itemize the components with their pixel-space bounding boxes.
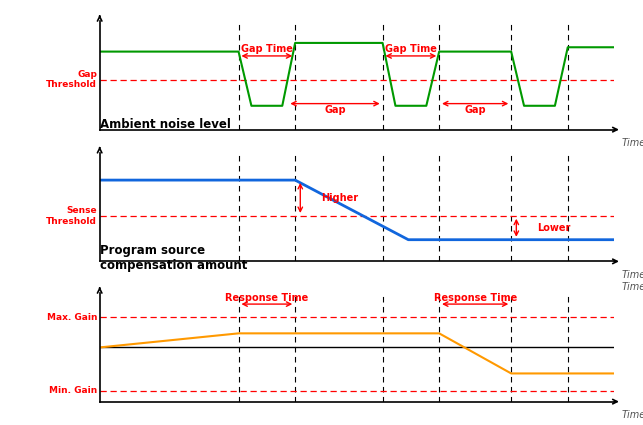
Text: Time: Time	[622, 270, 643, 280]
Text: Time: Time	[622, 138, 643, 148]
Text: Higher: Higher	[321, 193, 358, 203]
Text: Gap
Threshold: Gap Threshold	[46, 70, 97, 90]
Text: Program source
compensation amount: Program source compensation amount	[100, 244, 247, 272]
Text: Lower: Lower	[537, 223, 570, 233]
Text: Gap: Gap	[464, 105, 486, 115]
Text: Gap Time: Gap Time	[385, 45, 437, 54]
Text: Response Time: Response Time	[225, 292, 309, 303]
Text: Sense
Threshold: Sense Threshold	[46, 206, 97, 226]
Text: Min. Gain: Min. Gain	[49, 386, 97, 395]
Text: Time: Time	[622, 283, 643, 292]
Text: Time: Time	[622, 410, 643, 420]
Text: Max. Gain: Max. Gain	[46, 313, 97, 322]
Text: Gap Time: Gap Time	[241, 45, 293, 54]
Text: Ambient noise level: Ambient noise level	[100, 118, 231, 131]
Text: Response Time: Response Time	[433, 292, 517, 303]
Text: Gap: Gap	[324, 105, 346, 115]
